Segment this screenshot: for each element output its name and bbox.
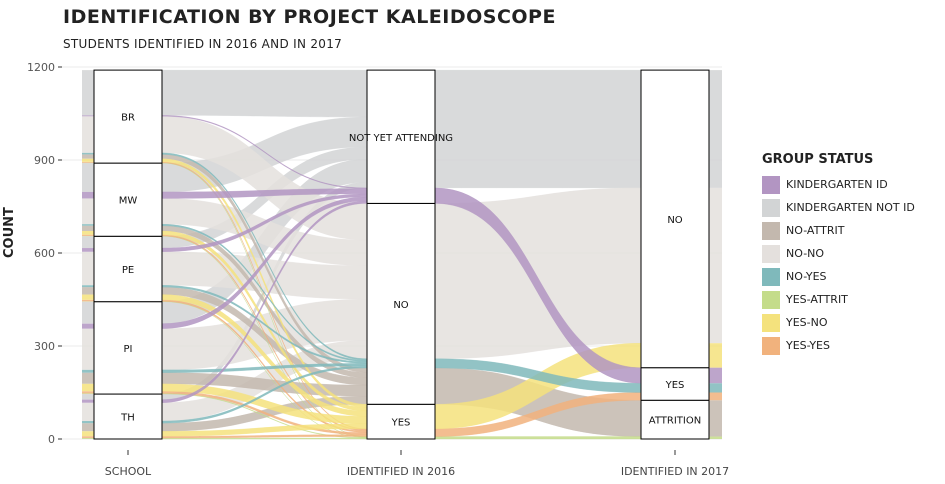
stratum-box xyxy=(640,399,710,440)
stratum-label: TH xyxy=(120,413,135,424)
legend-label: NO-YES xyxy=(786,270,827,283)
stratum-label: YES xyxy=(665,380,685,391)
flow-yes-attrit-2016-2017 xyxy=(434,436,642,440)
legend-label: KINDERGARTEN NOT ID xyxy=(786,201,915,214)
legend-label: NO-NO xyxy=(786,247,825,260)
legend-swatch xyxy=(762,267,780,286)
x-tick-label: SCHOOL xyxy=(105,465,152,478)
legend-swatch xyxy=(762,221,780,240)
stratum-box xyxy=(93,69,163,164)
stratum-box xyxy=(366,202,436,405)
strata-layer: TH PI PE MW BR YES NO NOT YET ATTENDING ATTRITIO… xyxy=(93,69,710,440)
stratum-label: YES xyxy=(391,418,411,429)
stratum-box xyxy=(93,162,163,237)
x-tick-label: IDENTIFIED IN 2017 xyxy=(621,465,729,478)
legend-swatch xyxy=(762,313,780,332)
x-axis: SCHOOL IDENTIFIED IN 2016 IDENTIFIED IN 20… xyxy=(105,450,729,478)
legend-item: YES-ATTRIT xyxy=(762,288,915,311)
y-tick-label: 0 xyxy=(48,433,55,446)
legend-item: YES-NO xyxy=(762,311,915,334)
chart-subtitle: STUDENTS IDENTIFIED IN 2016 AND IN 2017 xyxy=(63,37,343,51)
y-tick-label: 600 xyxy=(34,247,55,260)
x-tick-label: IDENTIFIED IN 2016 xyxy=(347,465,455,478)
stratum-label: PI xyxy=(124,344,133,355)
stratum-label: NO xyxy=(667,215,682,226)
stratum-label: NO xyxy=(393,300,408,311)
legend-item: KINDERGARTEN NOT ID xyxy=(762,196,915,219)
y-axis: 0 300 600 900 1200 xyxy=(27,61,62,446)
stratum-label: BR xyxy=(121,113,135,124)
legend-item: YES-YES xyxy=(762,334,915,357)
legend-swatch xyxy=(762,175,780,194)
legend-item: KINDERGARTEN ID xyxy=(762,173,915,196)
stratum-label: PE xyxy=(122,265,134,276)
legend-label: YES-NO xyxy=(786,316,828,329)
stratum-label: NOT YET ATTENDING xyxy=(349,133,453,144)
legend: GROUP STATUS KINDERGARTEN ID KINDERGARTEN… xyxy=(762,152,915,357)
stratum-box xyxy=(640,69,710,369)
stratum-box xyxy=(93,393,163,440)
legend-swatch xyxy=(762,198,780,217)
stratum-box xyxy=(93,235,163,303)
flow-kindergarten-not-id-2016-2017 xyxy=(434,69,642,189)
legend-label: NO-ATTRIT xyxy=(786,224,845,237)
legend-label: KINDERGARTEN ID xyxy=(786,178,888,191)
stratum-box xyxy=(366,69,436,204)
stratum-label: MW xyxy=(119,196,138,207)
legend-items: KINDERGARTEN ID KINDERGARTEN NOT ID NO-ATT… xyxy=(762,173,915,357)
stratum-label: ATTRITION xyxy=(649,416,701,427)
legend-label: YES-ATTRIT xyxy=(786,293,848,306)
stratum-box xyxy=(93,301,163,395)
legend-item: NO-YES xyxy=(762,265,915,288)
legend-swatch xyxy=(762,336,780,355)
flow-no-no-2016-2017 xyxy=(434,187,642,359)
legend-label: YES-YES xyxy=(786,339,830,352)
y-tick-label: 1200 xyxy=(27,61,55,74)
legend-item: NO-ATTRIT xyxy=(762,219,915,242)
legend-title: GROUP STATUS xyxy=(762,152,874,167)
legend-swatch xyxy=(762,290,780,309)
chart-title: IDENTIFICATION BY PROJECT KALEIDOSCOPE xyxy=(63,6,556,28)
legend-swatch xyxy=(762,244,780,263)
legend-item: NO-NO xyxy=(762,242,915,265)
flow-kindergarten-not-id-school-2016 xyxy=(161,69,368,118)
y-tick-label: 900 xyxy=(34,154,55,167)
stratum-box xyxy=(366,403,436,440)
y-tick-label: 300 xyxy=(34,340,55,353)
